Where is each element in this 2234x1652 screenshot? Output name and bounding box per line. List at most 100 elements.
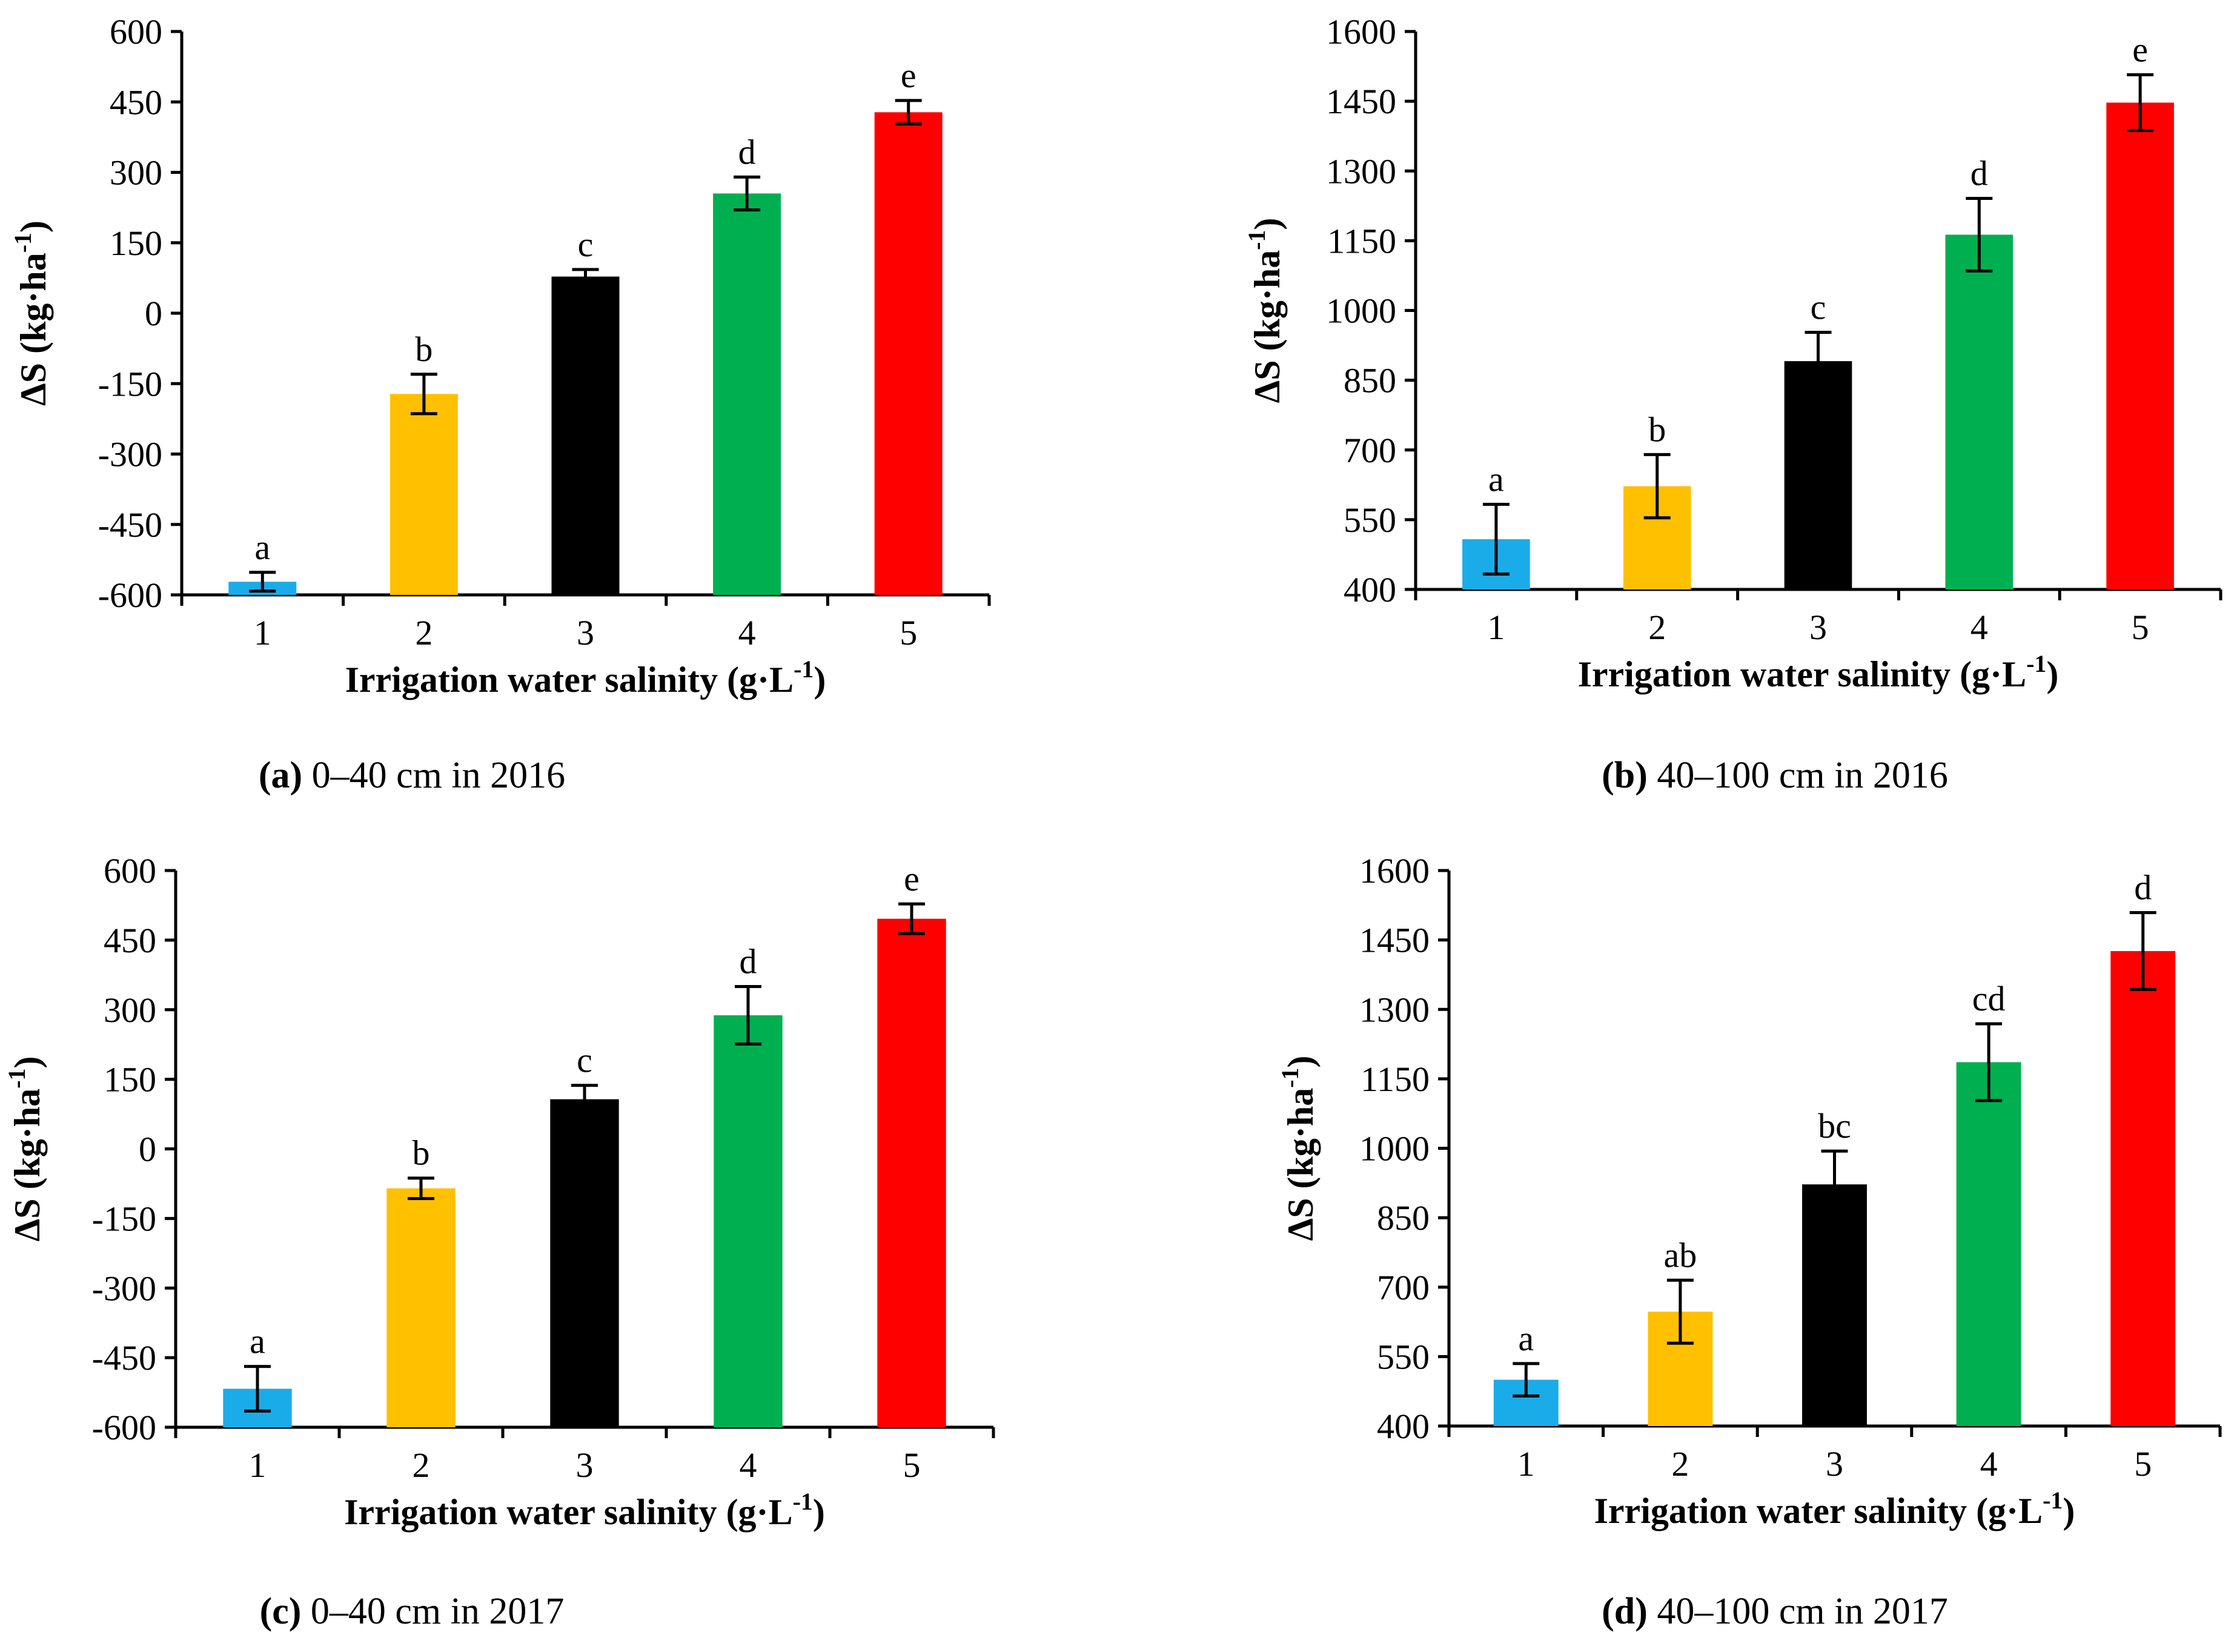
x-tick-label: 1 (254, 613, 271, 652)
y-tick-label: 700 (1344, 431, 1396, 470)
bar-2 (389, 394, 458, 595)
y-axis-title: ΔS (kg·ha-1) (1276, 1055, 1321, 1241)
bar-2 (386, 1188, 456, 1427)
significance-label: d (740, 941, 757, 981)
x-tick-label: 1 (249, 1445, 267, 1485)
chart-panel-d: 400 550 700 850 1000 1150 1300 1450 1600 a 1 ab 2 bc 3… (1276, 851, 2222, 1632)
x-tick-label: 5 (2134, 1444, 2152, 1484)
x-axis-title: Irrigation water salinity (g·L-1) (345, 655, 826, 700)
x-tick-label: 1 (1517, 1444, 1535, 1484)
y-tick-label: -300 (98, 435, 162, 474)
panel-caption: (a) 0–40 cm in 2016 (259, 755, 565, 796)
y-tick-label: 1150 (1361, 1060, 1430, 1099)
y-tick-label: 1600 (1359, 851, 1430, 891)
x-tick-label: 5 (900, 613, 917, 652)
x-tick-label: 2 (415, 613, 433, 652)
bar-5 (2110, 950, 2176, 1426)
y-tick-label: 600 (110, 12, 162, 51)
bar-5 (874, 112, 943, 595)
y-tick-label: 400 (1344, 570, 1396, 609)
x-tick-label: 4 (738, 613, 756, 652)
significance-label: e (2132, 30, 2148, 69)
y-tick-label: 0 (145, 294, 162, 333)
x-tick-label: 4 (740, 1445, 757, 1485)
panel-caption: (b) 40–100 cm in 2016 (1602, 755, 1948, 796)
y-tick-label: 550 (1344, 500, 1396, 540)
x-tick-label: 4 (1980, 1444, 1998, 1484)
x-tick-label: 3 (1809, 608, 1827, 647)
panel-caption: (c) 0–40 cm in 2017 (260, 1591, 565, 1632)
significance-label: e (904, 859, 920, 898)
y-tick-label: 1300 (1326, 151, 1396, 191)
significance-label: a (250, 1322, 265, 1361)
y-tick-label: 300 (104, 990, 156, 1030)
x-axis-title: Irrigation water salinity (g·L-1) (1578, 650, 2059, 694)
significance-label: c (578, 225, 594, 264)
bar-5 (877, 918, 946, 1427)
significance-label: d (1970, 154, 1988, 193)
panel-caption: (d) 40–100 cm in 2017 (1602, 1591, 1948, 1632)
y-tick-label: 850 (1377, 1198, 1430, 1238)
x-axis-title: Irrigation water salinity (g·L-1) (1594, 1487, 2075, 1531)
y-tick-label: -150 (98, 364, 162, 403)
y-axis-title: ΔS (kg·ha-1) (1243, 217, 1287, 403)
y-tick-label: -450 (92, 1338, 156, 1378)
y-tick-label: 1150 (1327, 221, 1396, 260)
x-tick-label: 3 (577, 613, 594, 652)
bar-5 (2106, 102, 2174, 590)
chart-panel-c: -600 -450 -300 -150 0 150 300 450 600 a 1 b 2 c 3 d 4 e 5 I… (3, 851, 995, 1632)
significance-label: a (254, 528, 270, 567)
x-tick-label: 5 (903, 1445, 921, 1485)
y-tick-label: -300 (92, 1269, 156, 1308)
y-tick-label: -600 (92, 1408, 156, 1447)
y-tick-label: 600 (104, 851, 156, 891)
y-axis-title: ΔS (kg·ha-1) (3, 1056, 47, 1241)
y-tick-label: 450 (110, 82, 162, 122)
y-tick-label: 1600 (1326, 12, 1396, 51)
y-tick-label: 550 (1377, 1337, 1430, 1376)
y-axis-title: ΔS (kg·ha-1) (9, 221, 53, 406)
y-tick-label: 300 (110, 153, 162, 193)
y-tick-label: 1300 (1359, 990, 1430, 1029)
significance-label: d (738, 132, 756, 171)
chart-panel-b: 400 550 700 850 1000 1150 1300 1450 1600 a 1 b 2 c 3 d 4… (1243, 12, 2222, 796)
y-tick-label: 0 (139, 1130, 156, 1169)
bar-3 (551, 276, 620, 595)
significance-label: b (415, 330, 433, 369)
x-tick-label: 2 (413, 1445, 430, 1485)
y-tick-label: 400 (1377, 1407, 1430, 1446)
bar-4 (714, 1015, 783, 1427)
y-tick-label: 1450 (1326, 82, 1396, 121)
bar-3 (1784, 361, 1852, 589)
y-tick-label: 450 (104, 921, 156, 960)
x-tick-label: 2 (1648, 608, 1666, 647)
significance-label: cd (1972, 979, 2006, 1018)
x-tick-label: 2 (1671, 1444, 1689, 1484)
y-tick-label: 1000 (1326, 291, 1396, 331)
bar-4 (713, 193, 781, 595)
significance-label: a (1518, 1319, 1534, 1358)
significance-label: b (413, 1133, 430, 1173)
significance-label: e (901, 56, 916, 95)
x-axis-title: Irrigation water salinity (g·L-1) (344, 1488, 825, 1532)
x-tick-label: 5 (2132, 608, 2149, 647)
bar-4 (1956, 1062, 2021, 1426)
significance-label: c (577, 1041, 592, 1080)
y-tick-label: 1000 (1359, 1129, 1430, 1169)
y-tick-label: -450 (98, 505, 162, 545)
y-tick-label: -150 (92, 1199, 156, 1238)
chart-panel-a: -600 -450 -300 -150 0 150 300 450 600 a 1 b 2 c 3 d 4 e 5 I… (9, 12, 991, 796)
x-tick-label: 3 (576, 1445, 594, 1485)
significance-label: a (1488, 460, 1504, 499)
significance-label: b (1648, 410, 1666, 449)
bar-3 (550, 1099, 619, 1427)
x-tick-label: 1 (1487, 608, 1505, 647)
y-tick-label: 700 (1377, 1268, 1430, 1307)
y-tick-label: 150 (104, 1060, 156, 1100)
bar-3 (1802, 1184, 1867, 1426)
significance-label: bc (1818, 1106, 1851, 1146)
y-tick-label: 850 (1344, 361, 1396, 400)
x-tick-label: 3 (1826, 1444, 1843, 1484)
